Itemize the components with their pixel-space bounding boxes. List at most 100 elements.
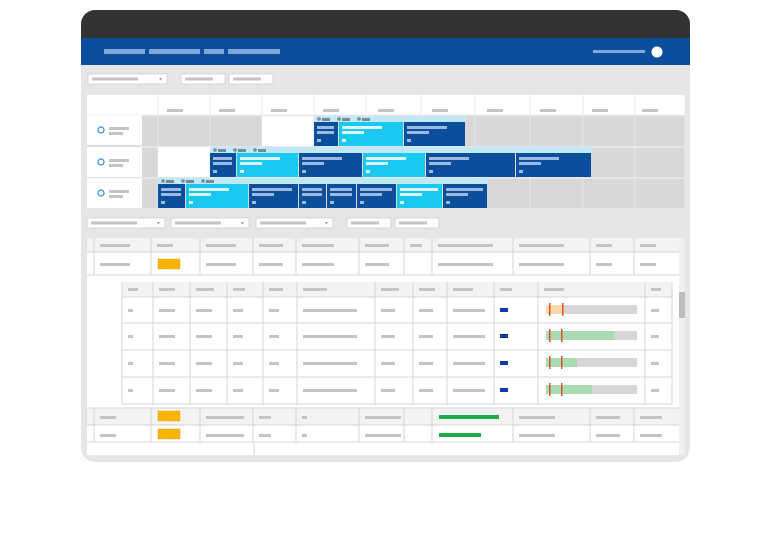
block-tag [342, 139, 346, 142]
placeholder-text [206, 434, 244, 437]
resource-icon [97, 158, 105, 166]
placeholder-text [166, 180, 174, 183]
strip-icon [233, 148, 237, 152]
status-badge[interactable] [157, 258, 181, 270]
placeholder-text [159, 389, 175, 392]
placeholder-text [92, 77, 138, 81]
placeholder-text [159, 362, 175, 365]
booking-strip [210, 147, 592, 153]
nav-item[interactable] [104, 49, 145, 54]
priority-flag [500, 388, 508, 392]
block-tag [317, 139, 321, 142]
placeholder-text [218, 149, 226, 152]
strip-icon [357, 117, 361, 121]
placeholder-text [259, 263, 283, 266]
gantt-header [87, 95, 685, 115]
strip-icon [213, 148, 217, 152]
placeholder-text [167, 109, 183, 112]
placeholder-text [438, 244, 493, 247]
block-tag [302, 201, 306, 204]
progress-marker [549, 303, 551, 316]
placeholder-text [109, 132, 123, 135]
progress-line [439, 433, 481, 437]
block-tag [366, 170, 370, 173]
nav-item[interactable] [149, 49, 200, 54]
placeholder-text [302, 434, 307, 437]
placeholder-text [233, 77, 261, 81]
placeholder-text [233, 335, 243, 338]
placeholder-text [323, 109, 339, 112]
progress-fill [546, 331, 614, 340]
placeholder-text [651, 288, 661, 291]
placeholder-text [381, 288, 399, 291]
placeholder-text [161, 193, 181, 196]
placeholder-text [128, 288, 138, 291]
placeholder-text [196, 389, 212, 392]
placeholder-text [233, 389, 243, 392]
placeholder-text [487, 109, 503, 112]
placeholder-text [302, 162, 324, 165]
status-badge[interactable] [157, 428, 181, 440]
placeholder-text [259, 416, 271, 419]
placeholder-text [519, 263, 564, 266]
user-avatar[interactable] [651, 46, 663, 58]
nav-item[interactable] [204, 49, 224, 54]
placeholder-text [407, 131, 429, 134]
content [86, 46, 686, 456]
placeholder-text [360, 193, 382, 196]
placeholder-text [260, 221, 306, 225]
nav-item[interactable] [228, 49, 280, 54]
placeholder-text [189, 188, 229, 191]
placeholder-text [91, 221, 137, 225]
placeholder-text [438, 263, 493, 266]
progress-marker [561, 329, 563, 342]
strip-icon [161, 179, 165, 183]
placeholder-text [100, 263, 130, 266]
progress-marker [562, 303, 564, 316]
placeholder-text [330, 193, 352, 196]
placeholder-text [322, 118, 330, 121]
placeholder-text [419, 335, 433, 338]
placeholder-text [500, 288, 512, 291]
placeholder-text [651, 389, 659, 392]
block-tag [429, 170, 433, 173]
placeholder-text [240, 157, 280, 160]
progress-track [546, 305, 637, 314]
placeholder-text [109, 190, 129, 193]
placeholder-text [159, 288, 175, 291]
free-slot [158, 147, 210, 177]
placeholder-text [342, 118, 350, 121]
placeholder-text [453, 309, 485, 312]
top-bezel [81, 10, 690, 38]
placeholder-text [161, 188, 181, 191]
block-tag [360, 201, 364, 204]
placeholder-text [109, 159, 129, 162]
placeholder-text [596, 416, 620, 419]
strip-icon [317, 117, 321, 121]
placeholder-text [596, 244, 612, 247]
placeholder-text [258, 149, 266, 152]
placeholder-text [159, 335, 175, 338]
placeholder-text [519, 416, 555, 419]
scrollbar-track [679, 238, 685, 455]
block-tag [407, 139, 411, 142]
placeholder-text [159, 309, 175, 312]
placeholder-text [596, 263, 612, 266]
placeholder-text [196, 288, 214, 291]
placeholder-text [302, 416, 307, 419]
progress-line [439, 415, 499, 419]
status-badge[interactable] [157, 410, 181, 422]
placeholder-text [213, 157, 232, 160]
strip-icon [201, 179, 205, 183]
placeholder-text [219, 109, 235, 112]
block-tag [161, 201, 165, 204]
scrollbar-thumb[interactable] [679, 292, 685, 318]
placeholder-text [381, 389, 395, 392]
placeholder-text [642, 109, 658, 112]
placeholder-text [303, 362, 357, 365]
progress-marker [549, 329, 551, 342]
placeholder-text [128, 362, 133, 365]
block-tag [302, 170, 306, 173]
progress-track [546, 358, 637, 367]
